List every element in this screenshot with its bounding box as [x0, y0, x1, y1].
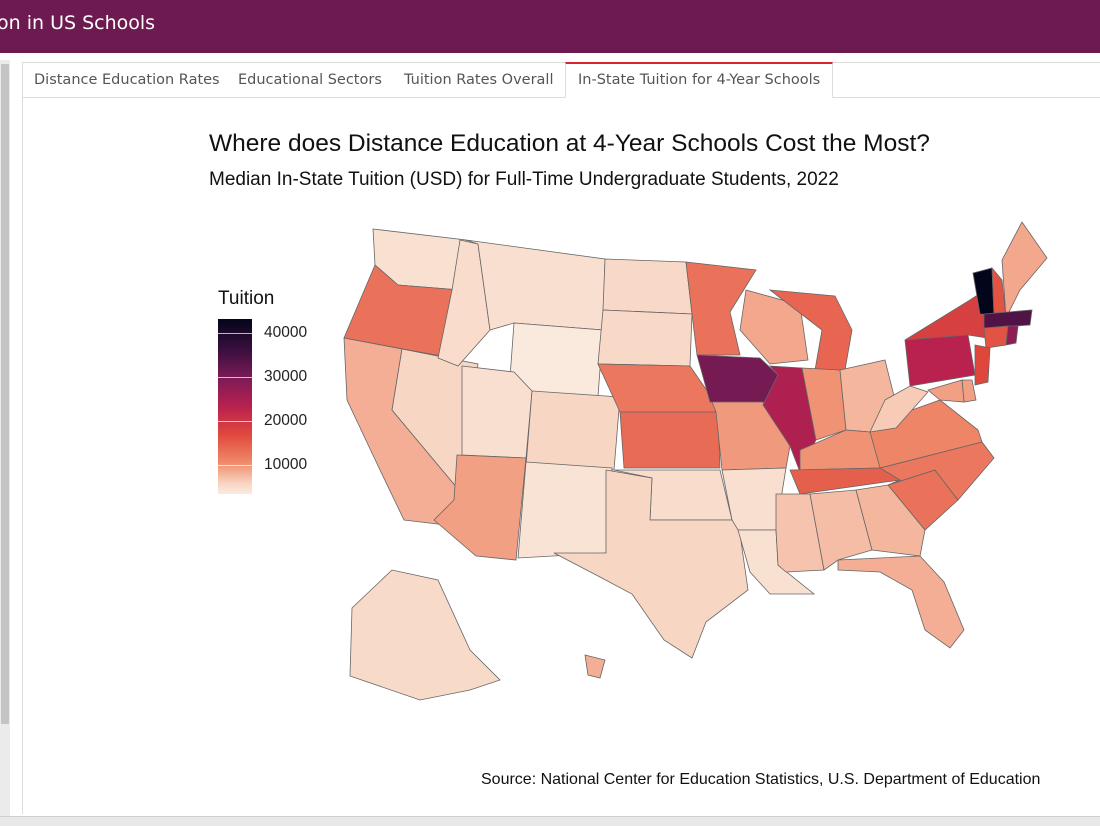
legend-tick-mark [218, 377, 252, 378]
app-header: on in US Schools [0, 0, 1100, 53]
scrollbar-thumb[interactable] [1, 64, 9, 724]
state-ri [1005, 325, 1019, 346]
state-ma [983, 309, 1033, 329]
state-ia [696, 354, 779, 406]
tab-tuition-rates-overall[interactable]: Tuition Rates Overall [404, 72, 554, 88]
state-nj [974, 344, 991, 386]
state-ga [855, 484, 926, 557]
state-ct [983, 325, 1009, 349]
state-fl [837, 555, 965, 649]
state-md [927, 379, 965, 403]
vertical-scrollbar[interactable] [0, 60, 10, 820]
app-title: on in US Schools [0, 12, 156, 34]
state-mn [685, 261, 757, 356]
state-sd [597, 309, 693, 367]
state-nd [602, 258, 693, 315]
tab-educational-sectors[interactable]: Educational Sectors [238, 72, 382, 88]
tab-distance-education-rates[interactable]: Distance Education Rates [34, 72, 220, 88]
legend-tick-label: 10000 [264, 456, 308, 473]
legend-tick-mark [218, 333, 252, 334]
state-pa [904, 334, 976, 387]
chart-title: Where does Distance Education at 4-Year … [209, 130, 930, 157]
state-al [809, 489, 873, 571]
state-nm [517, 461, 613, 559]
horizontal-scrollbar[interactable] [0, 816, 1100, 826]
legend-tick-mark [218, 421, 252, 422]
state-nc [878, 441, 995, 501]
legend-tick-mark [218, 465, 252, 466]
legend-tick-label: 20000 [264, 412, 308, 429]
chart-source: Source: National Center for Education St… [481, 771, 1041, 788]
state-me [1001, 221, 1048, 320]
legend-color-bar [218, 319, 252, 494]
state-co [525, 390, 621, 471]
state-hi [584, 654, 606, 679]
tab-in-state-tuition[interactable]: In-State Tuition for 4-Year Schools [565, 62, 834, 98]
state-tx [553, 469, 749, 659]
state-ak [349, 569, 501, 701]
tab-bar: Distance Education Rates Educational Sec… [22, 62, 1100, 98]
state-ks [619, 411, 721, 469]
legend-tick-label: 30000 [264, 368, 308, 385]
state-az [433, 454, 527, 561]
chart-subtitle: Median In-State Tuition (USD) for Full-T… [209, 169, 839, 190]
state-ut [461, 365, 533, 459]
legend-title: Tuition [218, 288, 275, 309]
legend-tick-label: 40000 [264, 324, 308, 341]
